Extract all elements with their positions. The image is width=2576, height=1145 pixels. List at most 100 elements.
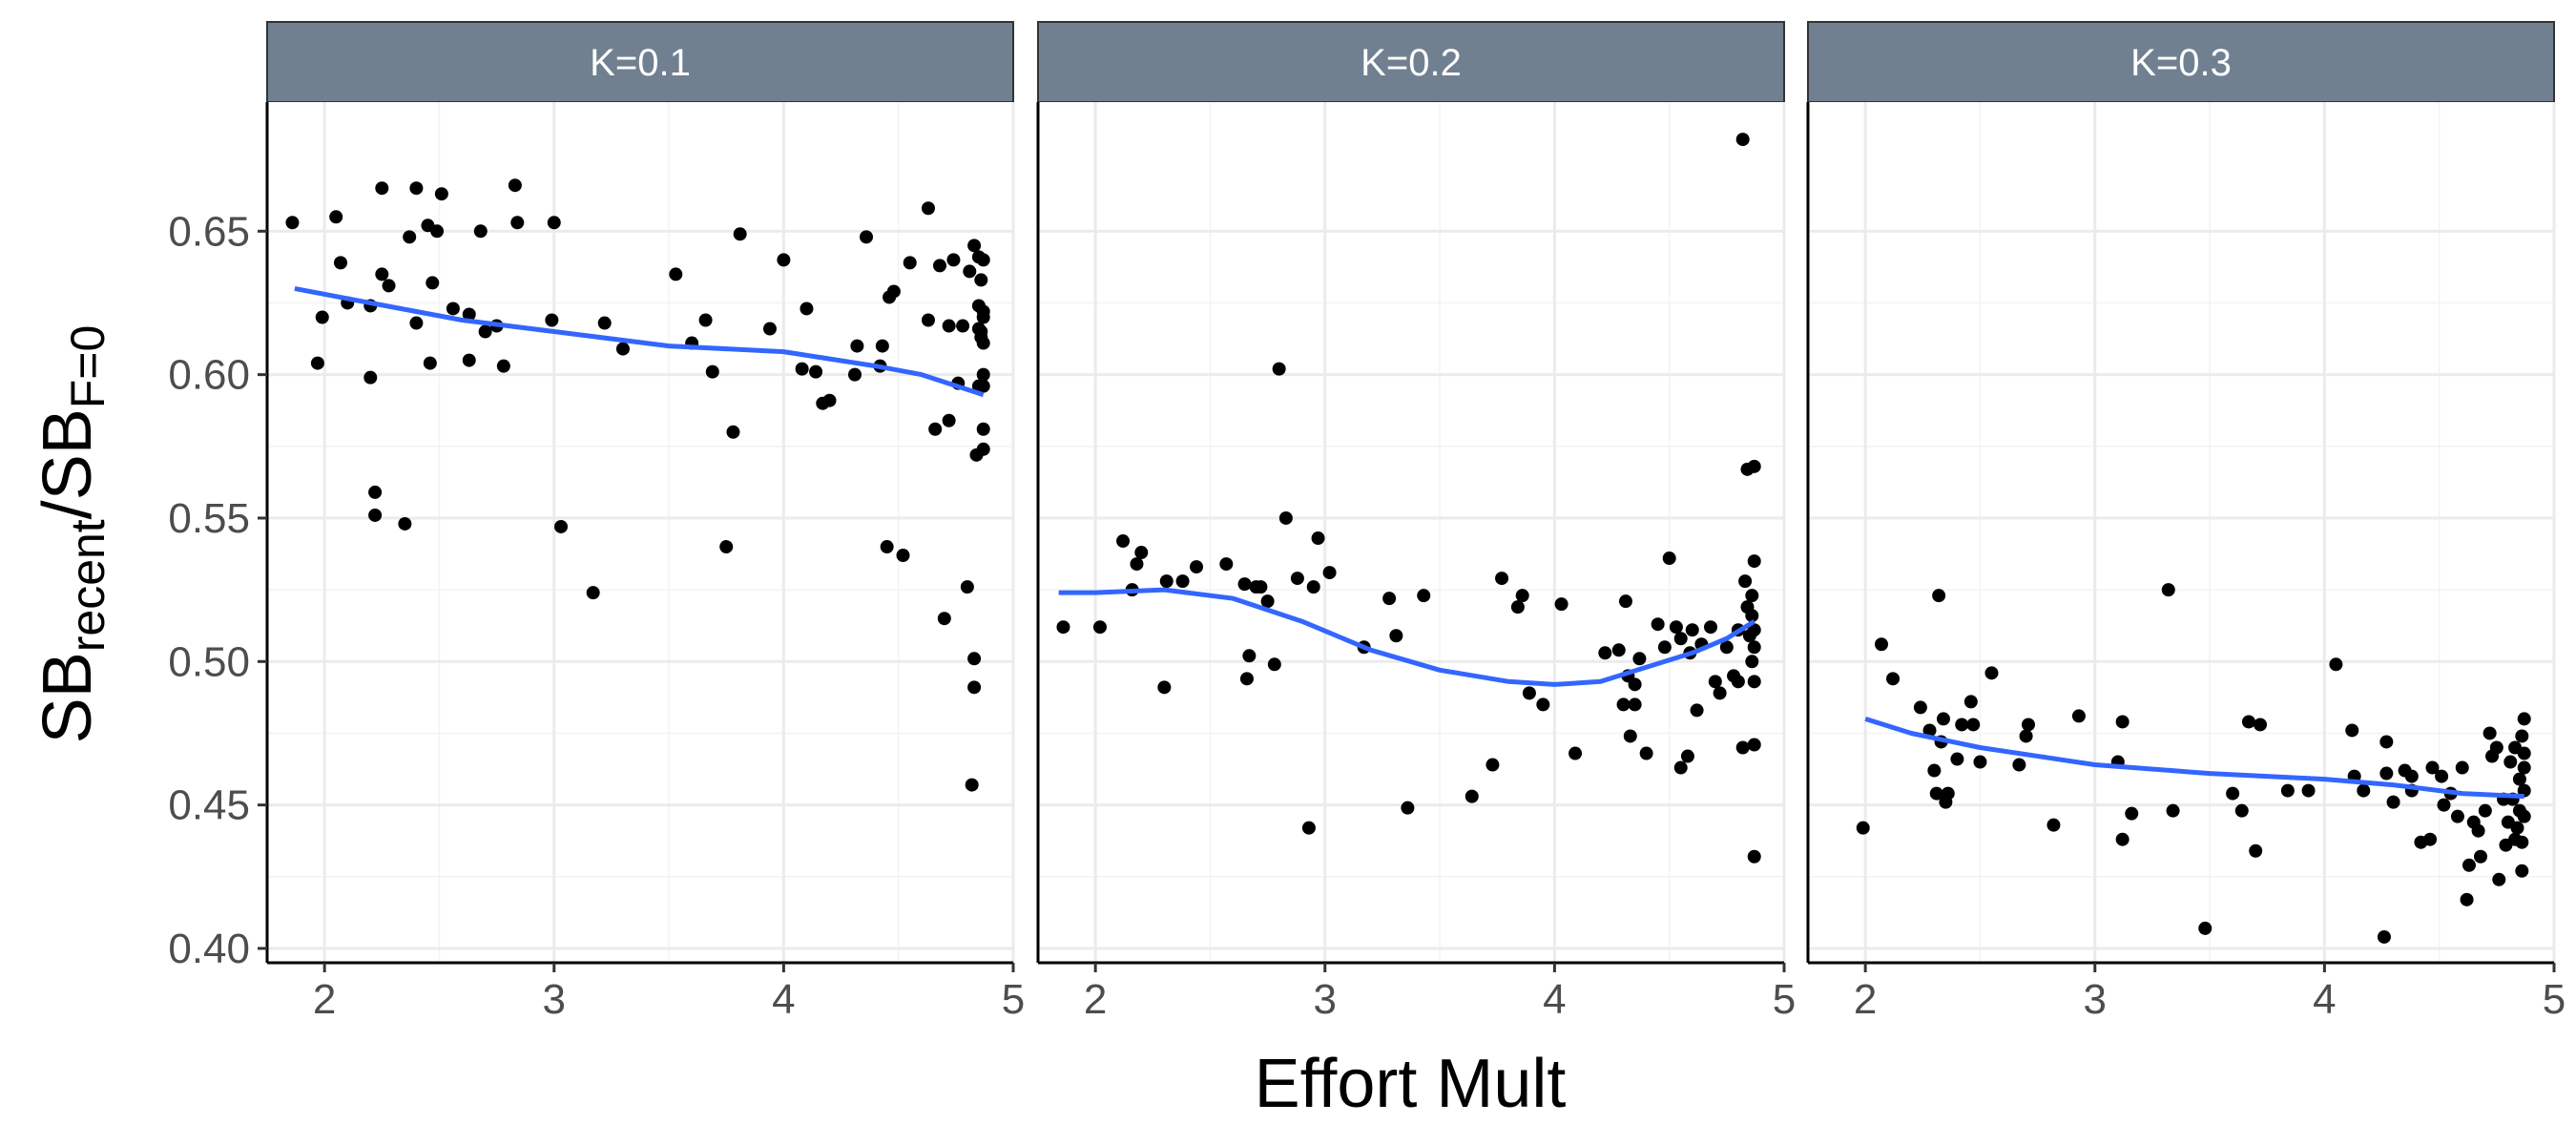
data-point	[364, 370, 378, 385]
data-point	[1973, 755, 1987, 769]
data-point	[1134, 546, 1149, 560]
data-point	[382, 279, 396, 293]
data-point	[285, 216, 300, 230]
data-point	[2462, 858, 2476, 872]
data-point	[1745, 655, 1759, 669]
data-point	[2404, 769, 2419, 783]
data-point	[762, 322, 777, 336]
data-point	[956, 319, 970, 333]
data-point	[847, 367, 862, 382]
data-point	[462, 353, 476, 367]
data-point	[586, 586, 600, 600]
data-point	[2301, 783, 2316, 798]
data-point	[1301, 821, 1316, 835]
data-point	[1745, 589, 1759, 603]
data-point	[2517, 809, 2531, 823]
data-point	[597, 316, 612, 330]
data-point	[1628, 697, 1642, 712]
data-point	[1639, 746, 1653, 760]
data-point	[398, 516, 412, 531]
y-title-sub1: recent	[61, 519, 114, 652]
data-point	[1950, 752, 1964, 766]
data-point	[800, 302, 814, 316]
data-point	[933, 259, 947, 273]
data-point	[2515, 835, 2529, 849]
data-point	[942, 413, 956, 427]
data-point	[478, 324, 492, 339]
y-tick-label: 0.55	[168, 495, 250, 542]
panel-background	[1808, 102, 2554, 963]
data-point	[809, 364, 823, 379]
y-title-base1: SB	[30, 652, 106, 743]
data-point	[1680, 749, 1694, 763]
data-point	[1237, 577, 1252, 592]
data-point	[1278, 510, 1293, 525]
data-point	[1495, 572, 1509, 586]
data-point	[2198, 921, 2212, 935]
data-point	[426, 276, 440, 290]
data-point	[1745, 609, 1759, 623]
data-point	[1190, 560, 1204, 574]
data-point	[1886, 672, 1901, 686]
data-point	[1401, 801, 1415, 815]
data-point	[496, 359, 510, 373]
x-axis-title: Effort Mult	[1255, 1046, 1567, 1122]
data-point	[974, 324, 988, 339]
data-point	[822, 393, 837, 407]
data-point	[976, 422, 990, 436]
x-tick-label: 3	[543, 976, 566, 1023]
y-tick-label: 0.50	[168, 638, 250, 685]
data-point	[403, 230, 417, 244]
data-point	[545, 313, 559, 327]
data-point	[965, 778, 979, 792]
data-point	[2021, 718, 2035, 732]
data-point	[1856, 821, 1870, 835]
data-point	[2345, 723, 2359, 738]
data-point	[1159, 574, 1174, 589]
facet-strip	[266, 21, 1014, 103]
data-point	[2071, 709, 2086, 723]
data-point	[1669, 620, 1683, 635]
data-point	[946, 253, 961, 267]
data-point	[2460, 892, 2474, 906]
y-axis: 0.40 0.45 0.50 0.55 0.60 0.65	[168, 208, 267, 972]
data-point	[1618, 594, 1632, 609]
data-point	[375, 181, 389, 196]
data-point	[1628, 677, 1642, 692]
data-point	[1747, 459, 1761, 473]
facet-strip-label: K=0.2	[1361, 42, 1462, 84]
data-point	[1747, 623, 1761, 637]
data-point	[1657, 640, 1672, 655]
data-point	[698, 313, 713, 327]
data-point	[1984, 666, 1999, 680]
data-point	[2377, 929, 2391, 944]
data-point	[2423, 832, 2438, 846]
panel-3: K=0.3 2 3 4 5	[1806, 21, 2566, 1023]
data-point	[1522, 686, 1536, 700]
smooth-trend-line	[294, 285, 985, 398]
data-point	[1290, 572, 1304, 586]
data-point	[547, 216, 561, 230]
data-point	[1311, 531, 1325, 546]
data-point	[1932, 589, 1946, 603]
data-point	[1685, 623, 1699, 637]
data-point	[409, 316, 424, 330]
data-point	[1598, 646, 1612, 660]
data-point	[719, 540, 734, 554]
data-point	[1611, 643, 1626, 657]
data-point	[2379, 735, 2394, 749]
data-point	[2483, 726, 2497, 740]
data-point	[669, 267, 683, 281]
data-point	[1056, 620, 1070, 635]
y-tick-label: 0.45	[168, 782, 250, 829]
y-axis-title-text: SBrecent/SBF=0	[30, 325, 114, 744]
data-point	[2226, 786, 2240, 801]
facet-strip	[1807, 21, 2555, 103]
data-point	[1272, 362, 1286, 376]
data-point	[1382, 592, 1397, 606]
data-point	[1239, 672, 1254, 686]
data-point	[2450, 809, 2464, 823]
data-point	[2386, 795, 2400, 809]
y-title-sub2: F=0	[61, 325, 114, 409]
data-point	[1662, 552, 1676, 566]
